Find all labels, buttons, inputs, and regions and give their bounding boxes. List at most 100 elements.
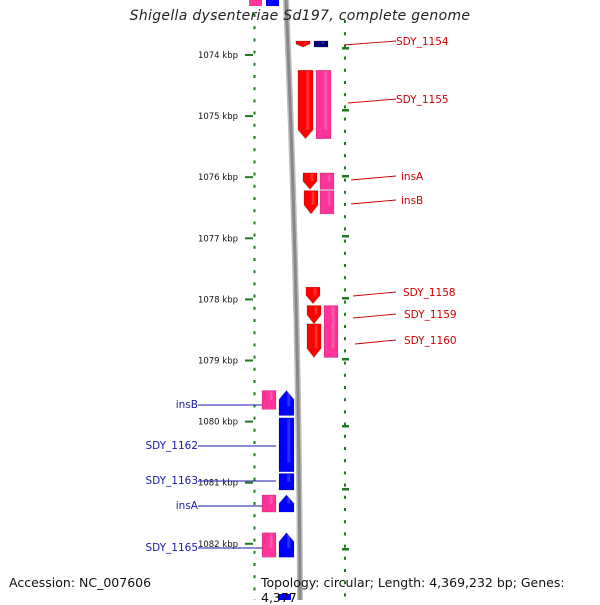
guide-dot [344, 118, 346, 121]
track-dash [342, 488, 349, 491]
guide-dot [344, 362, 346, 365]
guide-dot [344, 191, 346, 194]
guide-dot [254, 282, 256, 285]
guide-dot [254, 587, 256, 590]
guide-dot [344, 337, 346, 340]
guide-dot [344, 557, 346, 560]
guide-dot [254, 331, 256, 334]
gene-edge-fragment [266, 0, 279, 6]
guide-dot [344, 471, 346, 474]
guide-dot [254, 185, 256, 188]
guide-dot [254, 112, 256, 115]
guide-dot [344, 435, 346, 438]
gene-forward-2-shade [306, 71, 309, 129]
gene-reverse-4-shade [287, 534, 290, 548]
guide-dot [254, 356, 256, 359]
guide-dot [254, 197, 256, 200]
ruler-tick-label: 1077 kbp [198, 234, 238, 244]
gene-reverse-0-shade [287, 391, 290, 406]
gene-reverse-3 [279, 495, 294, 512]
gene-forward-0-shade [304, 42, 307, 44]
gene-reverse-4 [279, 533, 294, 557]
guide-dot [344, 484, 346, 487]
guide-dot [254, 75, 256, 78]
guide-dot [344, 276, 346, 279]
guide-dot [254, 429, 256, 432]
guide-dot [344, 203, 346, 206]
gene-forward-1-shade [322, 42, 325, 44]
ruler-tick-label: 1079 kbp [198, 357, 238, 367]
gene-forward-5-shade [312, 192, 315, 205]
gene-label: insA [176, 500, 199, 512]
guide-dot [254, 209, 256, 212]
track-dash [342, 297, 349, 300]
guide-dot [344, 93, 346, 96]
guide-dot [254, 380, 256, 383]
ruler-tick-label: 1078 kbp [198, 295, 238, 305]
track-dash [342, 548, 349, 551]
guide-dot [344, 227, 346, 230]
guide-dot [254, 246, 256, 249]
guide-dot [254, 490, 256, 493]
guide-dot [254, 270, 256, 273]
gene-edge-fragment [249, 0, 262, 6]
gene-reverse-2-shade [287, 475, 290, 482]
gene-forward-2 [298, 70, 313, 138]
guide-dot [344, 154, 346, 157]
ruler-tick-label: 1081 kbp [198, 479, 238, 489]
gene-reverse-pair-1-shade [270, 496, 273, 504]
guide-dot [344, 569, 346, 572]
gene-leader-line [355, 340, 396, 344]
track-dash [342, 425, 349, 428]
guide-dot [344, 32, 346, 35]
gene-label: SDY_1155 [396, 94, 449, 106]
gene-leader-line [353, 292, 396, 296]
guide-dot [344, 398, 346, 401]
gene-reverse-pair-0 [262, 390, 276, 409]
accession-text: Accession: NC_007606 [9, 575, 151, 590]
track-dash [342, 358, 349, 361]
track-dash [342, 47, 349, 50]
guide-dot [344, 313, 346, 316]
guide-dot [344, 447, 346, 450]
guide-dot [254, 221, 256, 224]
gene-reverse-2 [279, 474, 294, 490]
guide-dot [254, 136, 256, 139]
gene-leader-line [351, 176, 396, 180]
gene-label: insA [401, 171, 424, 183]
track-dash [342, 175, 349, 178]
gene-leader-line [353, 314, 396, 318]
gene-label: SDY_1158 [403, 287, 456, 299]
guide-dot [344, 349, 346, 352]
gene-reverse-1-shade [287, 419, 290, 463]
gene-forward-4 [303, 173, 317, 189]
guide-dot [344, 166, 346, 169]
guide-dot [254, 453, 256, 456]
guide-dot [344, 240, 346, 243]
gene-label: SDY_1160 [404, 335, 457, 347]
guide-dot [344, 532, 346, 535]
guide-dot [344, 142, 346, 145]
guide-dot [344, 410, 346, 413]
guide-dot [344, 496, 346, 499]
gene-forward-pair-0-shade [328, 174, 331, 181]
guide-dot [344, 374, 346, 377]
gene-forward-pair-1-shade [328, 192, 331, 205]
guide-dot [344, 386, 346, 389]
guide-dot [254, 319, 256, 322]
gene-forward-pair-0 [320, 173, 334, 189]
ruler-tick-label: 1075 kbp [198, 112, 238, 122]
gene-reverse-pair-2 [262, 533, 276, 557]
guide-dot [254, 295, 256, 298]
guide-dot [254, 148, 256, 151]
guide-dot [344, 130, 346, 133]
guide-dot [254, 478, 256, 481]
guide-dot [344, 520, 346, 523]
guide-dot [254, 38, 256, 41]
gene-label: SDY_1163 [145, 475, 198, 487]
guide-dot [254, 392, 256, 395]
gene-forward-7-shade [315, 307, 318, 315]
track-dash [342, 109, 349, 112]
guide-dot [254, 539, 256, 542]
